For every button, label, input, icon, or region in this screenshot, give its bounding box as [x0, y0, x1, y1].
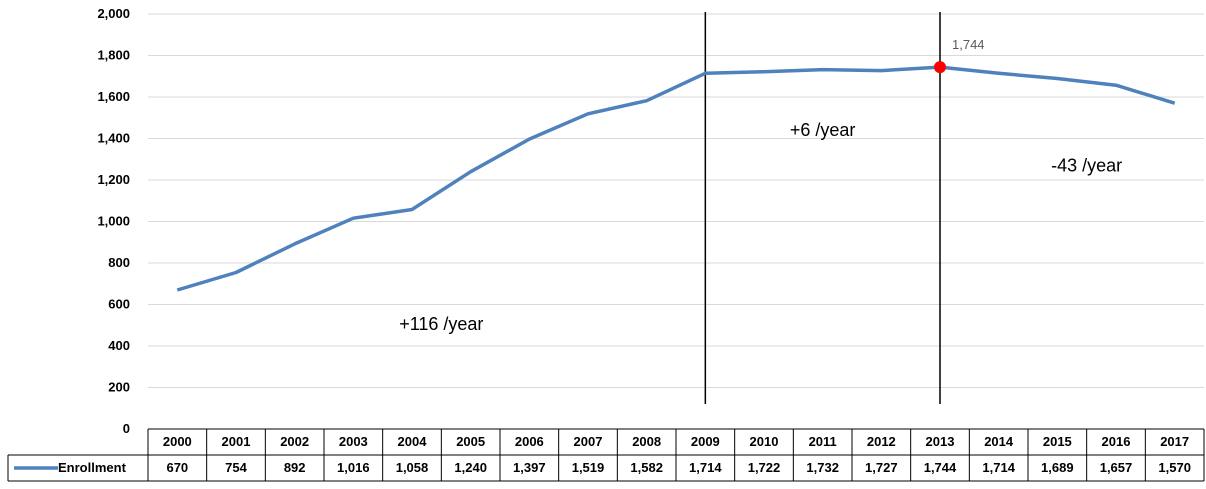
peak-data-label: 1,744: [952, 37, 985, 52]
slope-annotation: +116 /year: [399, 314, 483, 334]
gridlines: [148, 13, 1204, 388]
table-value-cell: 1,689: [1041, 460, 1074, 475]
table-year-cell: 2003: [339, 434, 368, 449]
table-value-cell: 1,744: [924, 460, 957, 475]
table-year-cell: 2002: [280, 434, 309, 449]
data-table: 2000 670 2001 754 2002 892 2003 1,016 2004 1,058 2…: [7, 428, 1205, 482]
slope-annotation: -43 /year: [1051, 155, 1122, 175]
table-year-cell: 2012: [867, 434, 896, 449]
table-year-cell: 2017: [1160, 434, 1189, 449]
table-value-cell: 1,727: [865, 460, 898, 475]
table-year-cell: 2015: [1043, 434, 1072, 449]
table-year-cell: 2008: [632, 434, 661, 449]
y-tick-label: 2,000: [97, 6, 130, 21]
table-value-cell: 754: [225, 460, 247, 475]
annotations: +116 /year +6 /year -43 /year: [399, 120, 1122, 334]
y-tick-label: 600: [108, 297, 130, 312]
table-value-cell: 1,714: [689, 460, 722, 475]
y-tick-label: 0: [123, 421, 130, 436]
table-value-cell: 1,722: [748, 460, 781, 475]
series-line: [176, 65, 1176, 292]
table-year-cell: 2014: [984, 434, 1014, 449]
y-tick-label: 800: [108, 255, 130, 270]
table-value-cell: 1,397: [513, 460, 546, 475]
table-value-cell: 1,582: [630, 460, 663, 475]
table-value-cell: 1,058: [396, 460, 429, 475]
y-tick-label: 400: [108, 338, 130, 353]
table-year-cell: 2005: [456, 434, 485, 449]
table-value-cell: 1,714: [982, 460, 1015, 475]
y-tick-label: 1,200: [97, 172, 130, 187]
table-value-cell: 892: [284, 460, 306, 475]
table-year-cell: 2000: [163, 434, 192, 449]
table-year-cell: 2004: [398, 434, 428, 449]
table-value-cell: 1,240: [454, 460, 487, 475]
table-value-cell: 1,732: [806, 460, 839, 475]
peak-marker: [934, 61, 946, 74]
y-tick-label: 1,800: [97, 48, 130, 63]
y-tick-label: 200: [108, 380, 130, 395]
y-tick-label: 1,400: [97, 131, 130, 146]
table-year-cell: 2006: [515, 434, 544, 449]
table-year-cell: 2009: [691, 434, 720, 449]
table-value-cell: 1,519: [572, 460, 605, 475]
slope-annotation: +6 /year: [790, 120, 856, 140]
period-dividers: [704, 12, 941, 404]
table-year-cell: 2016: [1102, 434, 1131, 449]
table-value-cell: 1,657: [1100, 460, 1133, 475]
series-enrollment: 1,744: [176, 37, 1176, 292]
table-year-cell: 2011: [809, 434, 837, 449]
y-tick-label: 1,000: [97, 214, 130, 229]
legend-label: Enrollment: [58, 460, 127, 475]
table-year-cell: 2010: [750, 434, 779, 449]
table-value-cell: 1,570: [1158, 460, 1191, 475]
table-year-cell: 2001: [222, 434, 251, 449]
table-year-cell: 2013: [926, 434, 955, 449]
table-year-cell: 2007: [574, 434, 603, 449]
table-value-cell: 670: [166, 460, 188, 475]
table-value-cell: 1,016: [337, 460, 370, 475]
y-axis: 0 200 400 600 800 1,000 1,200 1,400 1,600 1,800 2,…: [97, 6, 130, 436]
y-tick-label: 1,600: [97, 89, 130, 104]
